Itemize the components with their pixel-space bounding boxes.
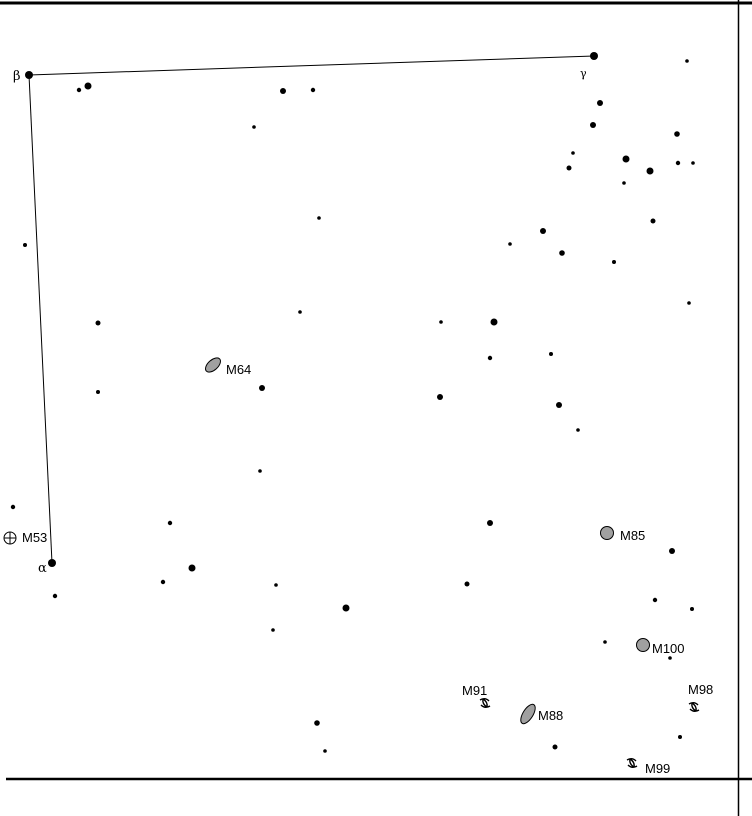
- field-star: [437, 394, 443, 400]
- field-star: [549, 352, 553, 356]
- field-stars: [10, 59, 695, 753]
- field-star: [685, 59, 689, 63]
- field-star: [690, 607, 694, 611]
- field-star: [597, 100, 603, 106]
- field-star: [571, 151, 575, 155]
- field-star: [188, 564, 196, 572]
- galaxy-m88-symbol: [520, 703, 536, 725]
- field-star: [603, 640, 607, 644]
- field-star: [678, 735, 682, 739]
- star-gamma-label: γ: [580, 67, 587, 80]
- field-star: [84, 82, 92, 90]
- named-stars: β γ α: [13, 52, 598, 576]
- field-star: [439, 320, 443, 324]
- field-star: [691, 161, 695, 165]
- field-star: [96, 390, 100, 394]
- spiral-galaxy-m98-symbol: [688, 702, 700, 712]
- dso-label-m100: M100: [652, 641, 685, 656]
- field-star: [687, 301, 691, 305]
- field-star: [487, 355, 493, 361]
- field-star: [622, 155, 630, 163]
- spiral-galaxy-m99-symbol: [626, 758, 638, 768]
- field-star: [342, 604, 350, 612]
- star-alpha-label: α: [38, 561, 47, 576]
- field-star: [298, 310, 302, 314]
- dso-label-m64: M64: [226, 362, 251, 377]
- dso-label-m85: M85: [620, 528, 645, 543]
- field-star: [576, 428, 580, 432]
- field-star: [76, 87, 82, 93]
- field-star: [317, 216, 321, 220]
- field-star: [10, 504, 16, 510]
- field-star: [540, 228, 546, 234]
- field-star: [487, 520, 493, 526]
- field-star: [271, 628, 275, 632]
- field-star: [674, 131, 680, 137]
- spiral-galaxy-m91-symbol: [479, 698, 491, 708]
- field-star: [650, 218, 656, 224]
- galaxy-m100-symbol: [636, 638, 650, 652]
- field-star: [252, 125, 256, 129]
- field-star: [167, 520, 173, 526]
- field-star: [508, 242, 512, 246]
- star-beta: [25, 71, 33, 79]
- star-alpha: [48, 559, 56, 567]
- field-star: [668, 656, 672, 660]
- field-star: [23, 243, 27, 247]
- field-star: [95, 320, 101, 326]
- field-star: [490, 318, 498, 326]
- field-star: [280, 88, 286, 94]
- field-star: [646, 167, 654, 175]
- constellation-lines: [28, 55, 595, 564]
- field-star: [622, 181, 626, 185]
- field-star: [323, 749, 327, 753]
- deep-sky-objects: M64 M53 M85 M100 M91 M88 M98 M99: [3, 357, 713, 776]
- dso-label-m98: M98: [688, 682, 713, 697]
- field-star: [160, 579, 166, 585]
- star-gamma: [590, 52, 598, 60]
- field-star: [314, 720, 320, 726]
- constellation-line-beta-gamma: [28, 55, 595, 76]
- field-star: [669, 548, 675, 554]
- dso-label-m88: M88: [538, 708, 563, 723]
- field-star: [274, 583, 278, 587]
- field-star: [675, 160, 681, 166]
- star-beta-label: β: [13, 69, 21, 84]
- galaxy-m85-symbol: [600, 526, 614, 540]
- dso-label-m99: M99: [645, 761, 670, 776]
- field-star: [556, 402, 562, 408]
- field-star: [612, 260, 616, 264]
- field-star: [259, 385, 265, 391]
- field-star: [566, 165, 572, 171]
- field-star: [52, 593, 58, 599]
- dso-label-m91: M91: [462, 683, 487, 698]
- dso-label-m53: M53: [22, 530, 47, 545]
- globular-cluster-m53-symbol: [3, 531, 17, 545]
- field-star: [590, 122, 596, 128]
- constellation-line-beta-alpha: [28, 74, 53, 564]
- field-star: [258, 469, 262, 473]
- field-star: [559, 250, 565, 256]
- field-star: [652, 597, 658, 603]
- field-star: [464, 581, 470, 587]
- field-star: [310, 87, 316, 93]
- galaxy-m64-symbol: [205, 357, 221, 373]
- field-star: [552, 744, 558, 750]
